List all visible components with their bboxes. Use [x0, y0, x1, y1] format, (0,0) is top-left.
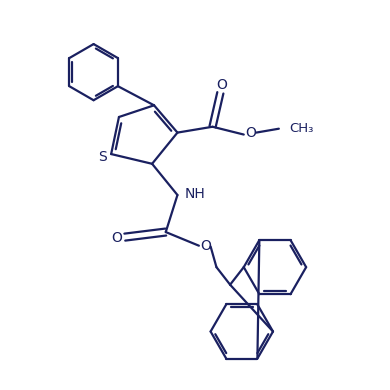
Text: O: O — [216, 78, 227, 92]
Text: O: O — [112, 231, 122, 245]
Text: CH₃: CH₃ — [289, 122, 314, 135]
Text: O: O — [200, 239, 211, 253]
Text: S: S — [98, 150, 107, 164]
Text: NH: NH — [184, 187, 205, 201]
Text: O: O — [245, 126, 256, 140]
